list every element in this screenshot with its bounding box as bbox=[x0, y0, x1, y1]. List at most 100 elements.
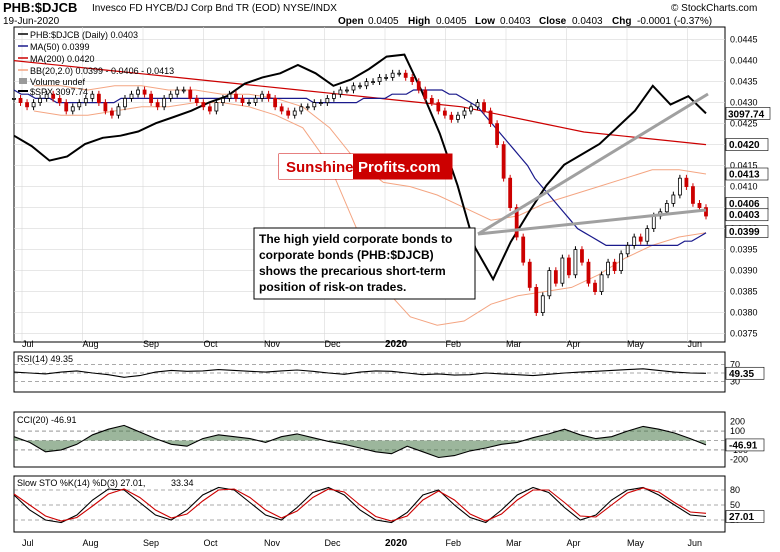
month-labels-bottom: Jul Aug Sep Oct Nov Dec 2020 Feb Mar Apr May Jun bbox=[22, 538, 702, 549]
annotation-callout: The high yield corporate bonds to corpor… bbox=[253, 227, 476, 300]
price-candle bbox=[83, 98, 88, 104]
price-candle bbox=[123, 98, 127, 108]
month-label-main: 2020 bbox=[385, 339, 408, 350]
osc-badge: 49.35 bbox=[729, 369, 754, 380]
price-candle bbox=[508, 177, 513, 208]
price-candle bbox=[567, 257, 571, 276]
y-tick-label: 0.0435 bbox=[730, 77, 758, 87]
price-candle bbox=[90, 93, 95, 99]
price-candle bbox=[44, 93, 49, 99]
price-candle bbox=[240, 98, 245, 104]
y-tick-label: 0.0415 bbox=[730, 161, 758, 171]
month-label-bottom: May bbox=[627, 538, 645, 548]
price-candle bbox=[704, 207, 708, 217]
price-candle bbox=[110, 110, 114, 116]
osc-fill bbox=[14, 425, 706, 458]
legend-bb-text: BB(20,2.0) 0.0399 - 0.0406 - 0.0413 bbox=[30, 66, 174, 76]
osc-badge-bg bbox=[725, 366, 765, 380]
price-candle bbox=[331, 93, 336, 99]
price-candle bbox=[677, 177, 682, 196]
price-candle bbox=[12, 98, 16, 100]
price-candle bbox=[57, 98, 62, 104]
price-candle bbox=[527, 261, 532, 288]
month-label-bottom: Nov bbox=[264, 538, 281, 548]
y-tick-label: 0.0445 bbox=[730, 35, 758, 45]
osc-tick-label: 30 bbox=[730, 377, 740, 387]
bb-mid-badge: 0.0406 bbox=[729, 199, 760, 210]
logo-text-profits: Profits.com bbox=[358, 159, 441, 176]
high-value: 0.0405 bbox=[436, 16, 467, 27]
price-candle bbox=[64, 102, 69, 112]
price-candle bbox=[573, 249, 578, 276]
spx-badge-bg bbox=[725, 107, 771, 120]
high-label: High bbox=[408, 16, 430, 27]
month-label-main: Sep bbox=[143, 339, 159, 349]
price-candle bbox=[51, 93, 56, 99]
price-candle bbox=[684, 177, 689, 187]
price-candle bbox=[214, 102, 219, 112]
price-candle bbox=[586, 261, 591, 284]
legend-ma50-text: MA(50) 0.0399 bbox=[30, 42, 90, 52]
stoch-series: 80502027.01 bbox=[13, 485, 765, 525]
month-label-main: Nov bbox=[264, 339, 281, 349]
y-tick-label: 0.0385 bbox=[730, 287, 758, 297]
price-candle bbox=[77, 102, 82, 108]
annotation-line-3: shows the precarious short-term bbox=[259, 264, 446, 278]
y-tick-label: 0.0380 bbox=[730, 308, 758, 318]
price-candle bbox=[345, 89, 349, 92]
low-value: 0.0403 bbox=[500, 16, 531, 27]
price-candle bbox=[553, 270, 558, 284]
month-label-bottom: Feb bbox=[446, 538, 462, 548]
price-candle bbox=[338, 89, 343, 95]
price-candle bbox=[495, 123, 499, 145]
ma50-line bbox=[13, 89, 707, 246]
price-candle bbox=[501, 144, 506, 179]
price-candle bbox=[449, 114, 454, 120]
logo-text-sunshine: Sunshine bbox=[286, 159, 354, 176]
ohlc-readout: Open 0.0405 High 0.0405 Low 0.0403 Close… bbox=[338, 16, 712, 27]
price-candle bbox=[534, 286, 539, 313]
price-candle bbox=[234, 93, 238, 99]
chart-description: Invesco FD HYCB/DJ Corp Bnd TR (EOD) NYS… bbox=[92, 3, 337, 14]
month-label-bottom: Apr bbox=[567, 538, 581, 548]
copyright: © StockCharts.com bbox=[671, 3, 757, 14]
price-candle bbox=[403, 72, 408, 78]
price-candle bbox=[194, 98, 199, 104]
osc-badge-bg bbox=[725, 438, 765, 452]
chg-value: -0.0001 (-0.37%) bbox=[637, 16, 712, 27]
price-candle bbox=[175, 89, 180, 95]
price-candle bbox=[410, 77, 415, 83]
chart-symbol: PHB:$DJCB bbox=[3, 0, 77, 15]
price-candle bbox=[606, 261, 610, 276]
price-candle bbox=[201, 102, 206, 108]
close-badge-bg bbox=[725, 208, 769, 222]
price-candle bbox=[142, 89, 147, 95]
legend-ma50: MA(50) 0.0399 bbox=[18, 42, 90, 52]
price-candle bbox=[325, 98, 330, 104]
price-candle bbox=[312, 102, 317, 108]
price-candle bbox=[31, 102, 36, 108]
price-candle bbox=[384, 77, 389, 79]
osc-tick-label: 100 bbox=[730, 426, 745, 436]
legend-ma200-text: MA(200) 0.0420 bbox=[30, 54, 95, 64]
cci-label: CCI(20) -46.91 bbox=[17, 415, 77, 425]
price-candle bbox=[469, 106, 473, 112]
logo-right bbox=[353, 154, 452, 179]
price-candle bbox=[371, 81, 375, 83]
price-candle bbox=[168, 93, 173, 99]
legend-spx: $SPX 3097.74 bbox=[18, 87, 88, 97]
month-label-main: Oct bbox=[204, 339, 219, 349]
right-axis: 0.0445 0.0440 0.0435 0.0430 0.0425 0.0420 0.04… bbox=[725, 35, 771, 339]
legend-ma200: MA(200) 0.0420 bbox=[18, 54, 95, 64]
price-candle bbox=[580, 249, 584, 263]
price-candle bbox=[279, 106, 284, 112]
price-candle bbox=[397, 72, 402, 75]
sunshine-profits-logo: Sunshine Profits.com bbox=[278, 153, 453, 180]
price-candle bbox=[221, 98, 225, 104]
price-candle bbox=[116, 106, 121, 116]
osc-tick-label: 70 bbox=[730, 360, 740, 370]
y-tick-label: 0.0430 bbox=[730, 98, 758, 108]
y-tick-label: 0.0425 bbox=[730, 119, 758, 129]
